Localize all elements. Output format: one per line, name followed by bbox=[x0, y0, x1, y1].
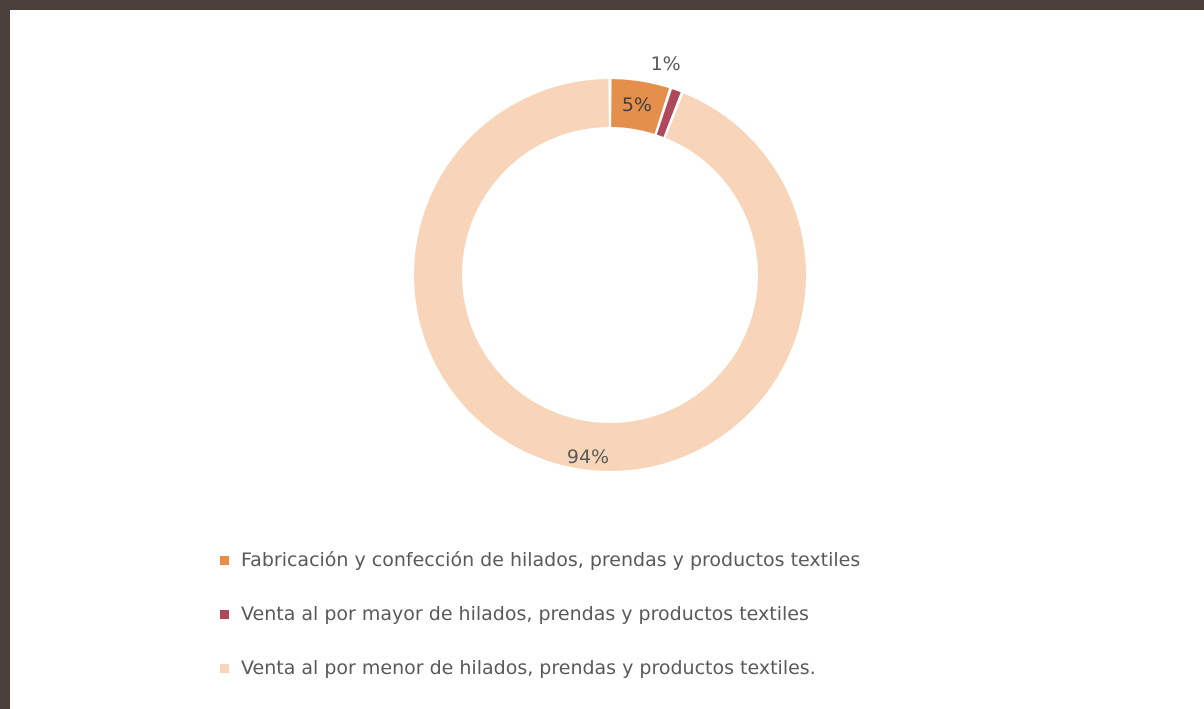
data-label-venta-menor: 94% bbox=[567, 446, 609, 468]
data-label-fabricacion: 5% bbox=[622, 94, 652, 116]
legend-label-fabricacion: Fabricación y confección de hilados, pre… bbox=[241, 549, 861, 571]
slice-fabricacion bbox=[611, 79, 670, 134]
legend-swatch-fabricacion bbox=[220, 555, 229, 565]
legend-item-fabricacion: Fabricación y confección de hilados, pre… bbox=[220, 542, 860, 578]
data-labels: 5% 1% 94% bbox=[567, 53, 681, 468]
slice-venta-menor bbox=[414, 79, 806, 471]
legend-label-venta-menor: Venta al por menor de hilados, prendas y… bbox=[241, 657, 816, 679]
slice-venta-mayor bbox=[656, 89, 681, 137]
chart-panel: 5% 1% 94% Fabricación y confección de hila… bbox=[10, 10, 1204, 709]
legend-item-venta-mayor: Venta al por mayor de hilados, prendas y… bbox=[220, 596, 860, 632]
legend-swatch-venta-menor bbox=[220, 663, 229, 673]
doughnut-slices bbox=[414, 79, 806, 471]
legend: Fabricación y confección de hilados, pre… bbox=[220, 542, 860, 686]
legend-swatch-venta-mayor bbox=[220, 609, 229, 619]
data-label-venta-mayor: 1% bbox=[651, 53, 681, 75]
legend-item-venta-menor: Venta al por menor de hilados, prendas y… bbox=[220, 650, 860, 686]
legend-label-venta-mayor: Venta al por mayor de hilados, prendas y… bbox=[241, 603, 809, 625]
doughnut-chart: 5% 1% 94% bbox=[414, 53, 806, 471]
